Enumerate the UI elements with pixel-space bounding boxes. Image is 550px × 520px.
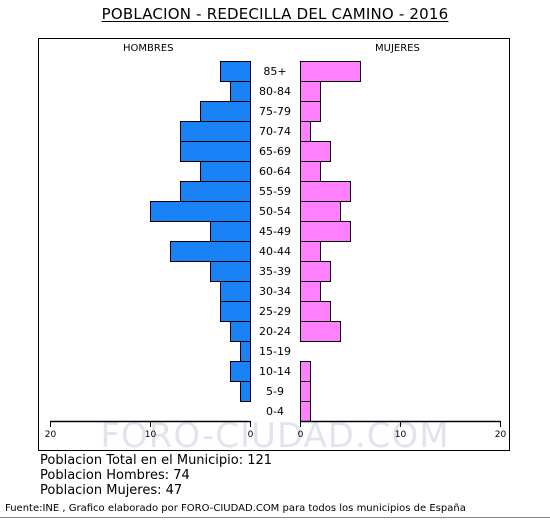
age-group-label: 25-29 — [259, 305, 291, 318]
footer-divider — [0, 517, 550, 518]
bar-mujeres — [300, 181, 351, 202]
age-group-label: 35-39 — [259, 265, 291, 278]
age-group-label: 65-69 — [259, 145, 291, 158]
bar-mujeres — [300, 61, 361, 82]
bar-hombres — [200, 161, 251, 182]
stat-hombres: Poblacion Hombres: 74 — [40, 468, 190, 483]
age-group-label: 60-64 — [259, 165, 291, 178]
bar-mujeres — [300, 141, 331, 162]
bar-mujeres — [300, 221, 351, 242]
bar-mujeres — [300, 121, 311, 142]
bar-mujeres — [300, 261, 331, 282]
population-pyramid: 85+ 80-84 75-79 70-74 65-69 60-64 55-59 50-54 45… — [45, 61, 507, 440]
age-group-label: 45-49 — [259, 225, 291, 238]
bar-hombres — [210, 261, 251, 282]
x-tick-label: 0 — [248, 430, 254, 440]
bar-hombres — [200, 101, 251, 122]
bar-hombres — [230, 81, 251, 102]
age-group-label: 75-79 — [259, 105, 291, 118]
age-group-label: 0-4 — [266, 405, 284, 418]
age-group-label: 80-84 — [259, 85, 291, 98]
chart-title: POBLACION - REDECILLA DEL CAMINO - 2016 — [101, 5, 449, 23]
age-group-label: 85+ — [263, 65, 286, 78]
bar-hombres — [230, 321, 251, 342]
bar-mujeres — [300, 201, 341, 222]
bar-hombres — [170, 241, 251, 262]
age-group-label: 70-74 — [259, 125, 291, 138]
bar-hombres — [180, 121, 251, 142]
age-group-label: 5-9 — [266, 385, 284, 398]
bar-mujeres — [300, 361, 311, 382]
x-tick-label: 10 — [395, 430, 407, 440]
age-group-label: 55-59 — [259, 185, 291, 198]
stat-total: Poblacion Total en el Municipio: 121 — [40, 453, 273, 468]
stat-mujeres: Poblacion Mujeres: 47 — [40, 483, 183, 498]
bar-hombres — [210, 221, 251, 242]
bar-mujeres — [300, 401, 311, 422]
bar-mujeres — [300, 101, 321, 122]
bar-hombres — [220, 301, 251, 322]
bar-mujeres — [300, 381, 311, 402]
bar-hombres — [220, 61, 251, 82]
age-group-label: 15-19 — [259, 345, 291, 358]
bar-mujeres — [300, 241, 321, 262]
legend-hombres: HOMBRES — [123, 43, 174, 54]
x-tick-label: 10 — [145, 430, 157, 440]
bar-mujeres — [300, 281, 321, 302]
age-group-label: 30-34 — [259, 285, 291, 298]
bar-hombres — [180, 141, 251, 162]
legend-mujeres: MUJERES — [375, 43, 420, 54]
bar-mujeres — [300, 301, 331, 322]
bar-mujeres — [300, 161, 321, 182]
bar-mujeres — [300, 321, 341, 342]
x-tick-label: 20 — [45, 430, 57, 440]
source-note: Fuente:INE , Grafico elaborado por FORO-… — [5, 503, 466, 514]
bar-hombres — [230, 361, 251, 382]
chart-frame — [38, 38, 510, 451]
bar-hombres — [180, 181, 251, 202]
age-group-label: 40-44 — [259, 245, 291, 258]
bar-hombres — [240, 381, 251, 402]
bar-hombres — [240, 341, 251, 362]
bar-hombres — [150, 201, 251, 222]
age-group-label: 10-14 — [259, 365, 291, 378]
age-group-label: 50-54 — [259, 205, 291, 218]
x-tick-label: 0 — [298, 430, 304, 440]
bar-mujeres — [300, 81, 321, 102]
bar-hombres — [220, 281, 251, 302]
age-group-label: 20-24 — [259, 325, 291, 338]
x-tick-label: 20 — [495, 430, 507, 440]
